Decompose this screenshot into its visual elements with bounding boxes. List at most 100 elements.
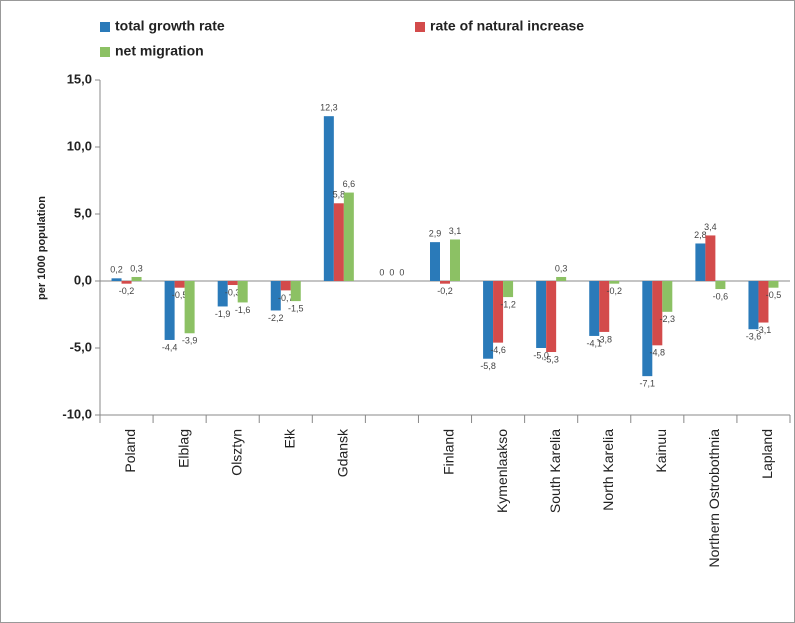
value-label: -3,8 [596,334,612,344]
value-label: 0 [399,267,404,277]
bar [131,276,142,281]
bar [280,281,291,291]
value-label: 0,3 [555,263,568,273]
bar [748,281,759,330]
x-tick-label: Gdansk [335,428,351,477]
value-label: -0,2 [606,286,622,296]
bar [483,281,494,359]
bar [556,276,567,281]
x-tick-label: South Karelia [547,429,563,513]
bar [323,116,334,282]
value-label: -5,3 [543,354,559,364]
legend-label: total growth rate [115,18,225,34]
bar [217,281,228,307]
y-tick-label: 0,0 [74,272,92,287]
value-label: -5,8 [480,361,496,371]
value-label: 5,8 [333,190,346,200]
value-label: -1,2 [500,299,516,309]
value-label: -3,6 [746,332,762,342]
value-label: 3,1 [449,226,462,236]
x-tick-label: Olsztyn [228,429,244,476]
value-label: -2,2 [268,313,284,323]
bar [599,281,610,332]
bar [227,281,238,286]
y-axis-label: per 1000 population [36,196,48,300]
value-label: -1,5 [288,303,304,313]
bar [589,281,600,336]
value-label: 2,9 [429,229,442,239]
bar [184,281,195,334]
x-tick-label: Finland [441,429,457,475]
y-tick-label: -10,0 [62,406,92,421]
legend-swatch [415,22,425,32]
legend-swatch [100,22,110,32]
y-tick-label: 15,0 [67,71,92,86]
value-label: 3,4 [704,222,717,232]
bar [333,203,344,281]
value-label: -1,6 [235,305,251,315]
bar [609,281,620,284]
y-tick-label: -5,0 [70,339,92,354]
value-label: -4,4 [162,342,178,352]
x-tick-label: Elblag [175,429,191,468]
x-tick-label: Ełk [281,428,297,448]
value-label: -2,3 [660,314,676,324]
value-label: -3,1 [756,325,772,335]
x-tick-label: North Karelia [600,429,616,511]
bar [715,281,726,290]
bar [121,281,132,284]
bar [503,281,514,298]
bar [270,281,281,311]
bar [174,281,185,288]
value-label: -7,1 [640,379,656,389]
x-tick-label: Kainuu [653,429,669,473]
x-tick-label: Northern Ostrobothnia [706,429,722,568]
x-tick-label: Poland [122,429,138,473]
bar [164,281,175,340]
value-label: -3,9 [182,336,198,346]
value-label: -0,2 [437,286,453,296]
bar [705,235,716,281]
bar [237,281,248,303]
value-label: -4,8 [650,348,666,358]
x-tick-label: Kymenlaakso [494,429,510,513]
value-label: -0,6 [713,291,729,301]
value-label: -0,5 [172,290,188,300]
value-label: -4,6 [490,345,506,355]
bar [768,281,779,288]
bar [536,281,547,348]
bar [546,281,557,353]
value-label: 12,3 [320,103,338,113]
y-tick-label: 5,0 [74,205,92,220]
value-label: 0 [389,267,394,277]
bar [758,281,769,323]
value-label: -0,5 [766,290,782,300]
value-label: 0,2 [110,265,123,275]
value-label: -0,7 [278,293,294,303]
bar [111,278,122,281]
bar [695,243,706,281]
bar [430,242,440,281]
value-label: 6,6 [343,179,356,189]
value-label: 2,8 [694,230,707,240]
bar [662,281,673,312]
value-label: -4,1 [586,338,602,348]
legend-label: rate of natural increase [430,18,584,34]
value-label: -1,9 [215,309,231,319]
value-label: 0,3 [130,263,143,273]
bar [343,192,354,281]
legend-swatch [100,47,110,57]
value-label: -5,0 [533,350,549,360]
bar [440,281,450,284]
bar [642,281,653,377]
bar [450,239,460,281]
bar [290,281,301,302]
bar [493,281,504,343]
value-label: 0 [379,267,384,277]
value-label: -0,2 [119,286,135,296]
y-tick-label: 10,0 [67,138,92,153]
bar [652,281,663,346]
legend-label: net migration [115,43,204,59]
